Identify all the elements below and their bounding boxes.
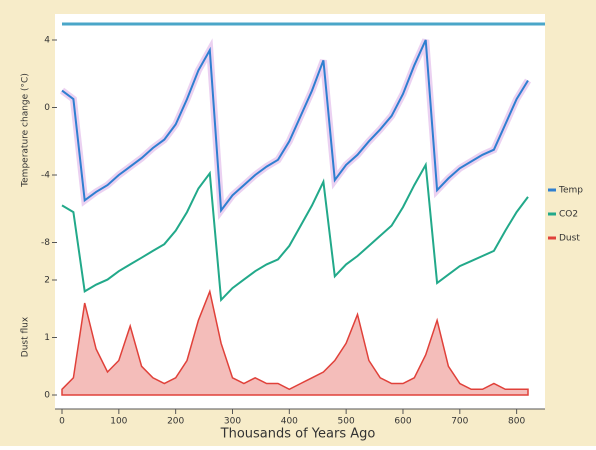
area (61, 288, 529, 396)
x-tick-label: 100 (110, 417, 127, 427)
x-tick-label: 200 (167, 417, 184, 427)
x-tick-label: 300 (224, 417, 241, 427)
x-axis-title: Thousands of Years Ago (220, 427, 376, 442)
y-tick-label: -8 (41, 238, 50, 248)
x-tick-label: 400 (281, 417, 298, 427)
legend-label: Dust (559, 234, 580, 244)
legend-label: Temp (558, 186, 583, 196)
plot-area (55, 14, 545, 409)
y-axis-title: Temperature change (°C) (21, 73, 31, 188)
x-tick-label: 600 (394, 417, 411, 427)
x-tick-label: 500 (338, 417, 355, 427)
line (61, 39, 529, 214)
x-tick-label: 700 (451, 417, 468, 427)
x-tick-label: 800 (508, 417, 525, 427)
y-axis-title: Dust flux (21, 316, 31, 357)
y-tick-label: -4 (41, 171, 50, 181)
legend-label: CO2 (559, 210, 578, 220)
y-tick-label: 1 (44, 333, 50, 343)
x-tick-label: 0 (59, 417, 65, 427)
y-tick-label: 0 (44, 391, 50, 401)
y-tick-label: 4 (44, 36, 50, 46)
line (61, 161, 529, 303)
y-tick-label: 2 (44, 276, 50, 286)
y-tick-label: 0 (44, 103, 50, 113)
